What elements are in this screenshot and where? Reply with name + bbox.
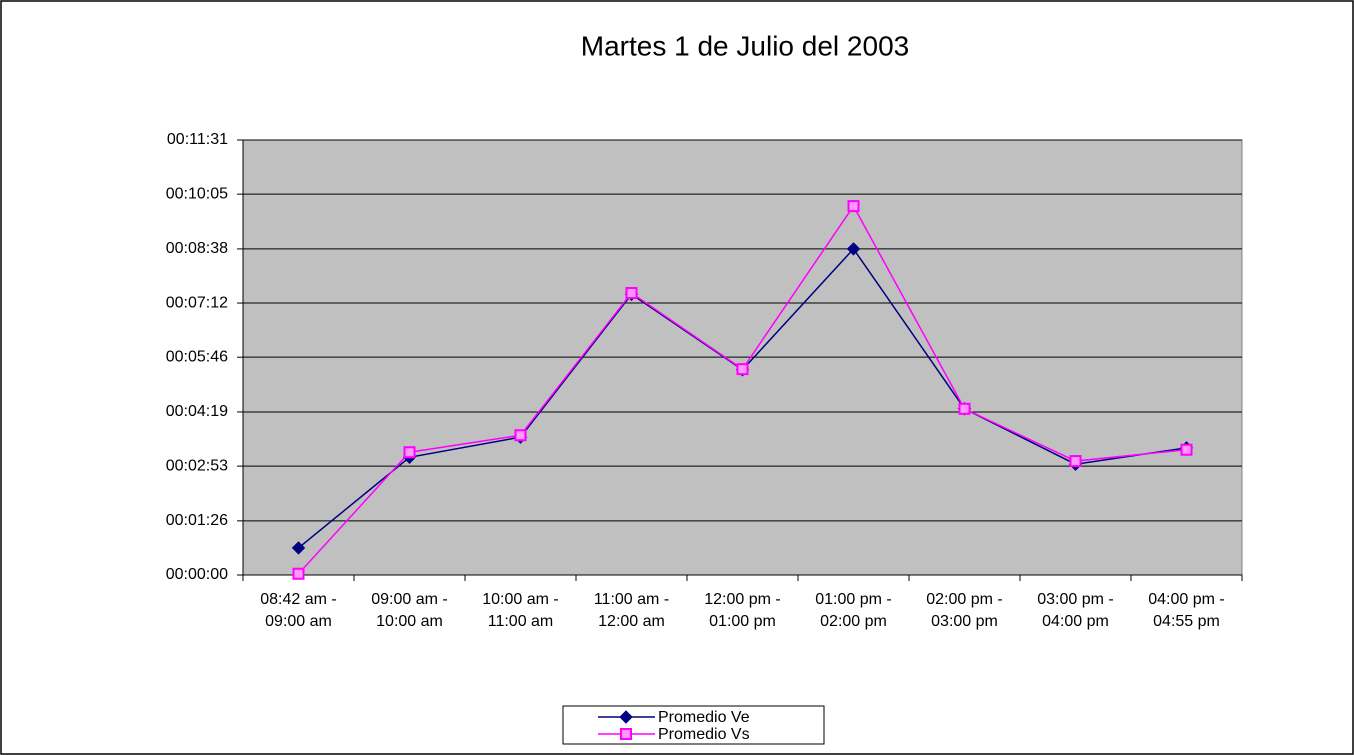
- point: [514, 429, 527, 442]
- y-tick-label: 00:02:53: [166, 457, 228, 474]
- x-tick-label: 09:00 am - 10:00 am: [371, 591, 448, 630]
- y-tick-label: 00:00:00: [166, 566, 228, 583]
- x-tick-label: 03:00 pm - 04:00 pm: [1037, 591, 1114, 630]
- y-tick-label: 00:10:05: [166, 185, 228, 202]
- chart-title: Martes 1 de Julio del 2003: [581, 30, 909, 61]
- legend-label: Promedio Ve: [658, 709, 750, 726]
- point: [847, 200, 860, 213]
- point: [291, 541, 306, 555]
- point: [1069, 455, 1082, 468]
- legend-label: Promedio Vs: [658, 726, 750, 743]
- y-tick-label: 00:07:12: [166, 294, 228, 311]
- x-tick-label: 02:00 pm - 03:00 pm: [926, 591, 1003, 630]
- point: [403, 446, 416, 459]
- x-tick-label: 01:00 pm - 02:00 pm: [815, 591, 892, 630]
- y-tick-label: 00:05:46: [166, 348, 228, 365]
- point: [625, 286, 638, 299]
- x-tick-label: 04:00 pm - 04:55 pm: [1148, 591, 1225, 630]
- point: [846, 242, 861, 256]
- y-tick-label: 00:01:26: [166, 512, 228, 529]
- x-tick-label: 12:00 pm - 01:00 pm: [704, 591, 781, 630]
- x-tick-label: 08:42 am - 09:00 am: [260, 591, 337, 630]
- point: [736, 363, 749, 376]
- point: [958, 402, 971, 415]
- legend-marker: [619, 710, 633, 724]
- legend-marker: [620, 728, 632, 740]
- y-tick-label: 00:08:38: [166, 240, 228, 257]
- point: [1180, 443, 1193, 456]
- x-tick-label: 10:00 am - 11:00 am: [482, 591, 559, 630]
- y-tick-label: 00:04:19: [166, 403, 228, 420]
- point: [292, 567, 305, 580]
- y-tick-label: 00:11:31: [167, 131, 228, 148]
- legend-box: [562, 705, 825, 745]
- x-tick-label: 11:00 am - 12:00 am: [593, 591, 670, 630]
